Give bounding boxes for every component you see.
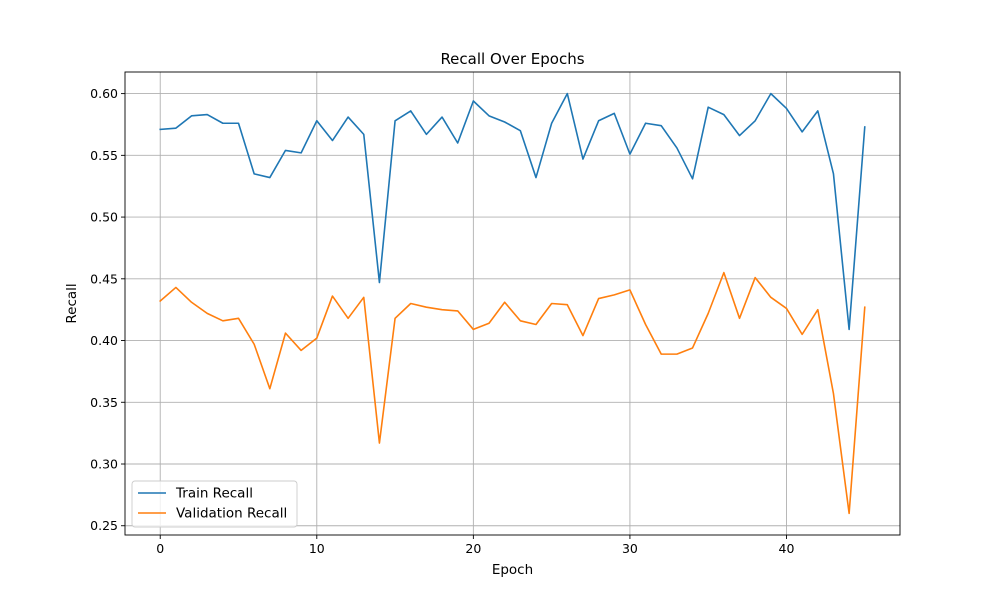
y-tick-label: 0.35 — [90, 395, 118, 410]
y-tick-label: 0.50 — [90, 210, 118, 225]
legend: Train Recall Validation Recall — [131, 480, 298, 528]
y-tick-label: 0.30 — [90, 457, 118, 472]
plot-area-frame — [124, 71, 901, 536]
axis-ticks: 0 10 20 30 40 0.25 0.30 0.35 0.40 0.45 0.50 0.55 0.6… — [90, 86, 794, 556]
series-lines — [159, 92, 866, 515]
train-recall-line — [159, 92, 866, 331]
grid — [125, 72, 900, 535]
x-tick-label: 10 — [309, 541, 325, 556]
x-tick-label: 20 — [465, 541, 481, 556]
validation-recall-line — [159, 271, 866, 515]
x-tick-label: 40 — [779, 541, 795, 556]
legend-label-validation: Validation Recall — [176, 506, 287, 522]
y-tick-label: 0.55 — [90, 148, 118, 163]
y-tick-label: 0.60 — [90, 86, 118, 101]
x-tick-label: 30 — [622, 541, 638, 556]
legend-label-train: Train Recall — [175, 486, 253, 502]
y-tick-label: 0.40 — [90, 333, 118, 348]
y-axis-label: Recall — [64, 283, 80, 323]
legend-box — [131, 480, 298, 528]
chart-title: Recall Over Epochs — [440, 50, 584, 68]
x-axis-label: Epoch — [492, 562, 533, 578]
y-tick-label: 0.25 — [90, 518, 118, 533]
y-tick-label: 0.45 — [90, 271, 118, 286]
x-tick-label: 0 — [156, 541, 164, 556]
